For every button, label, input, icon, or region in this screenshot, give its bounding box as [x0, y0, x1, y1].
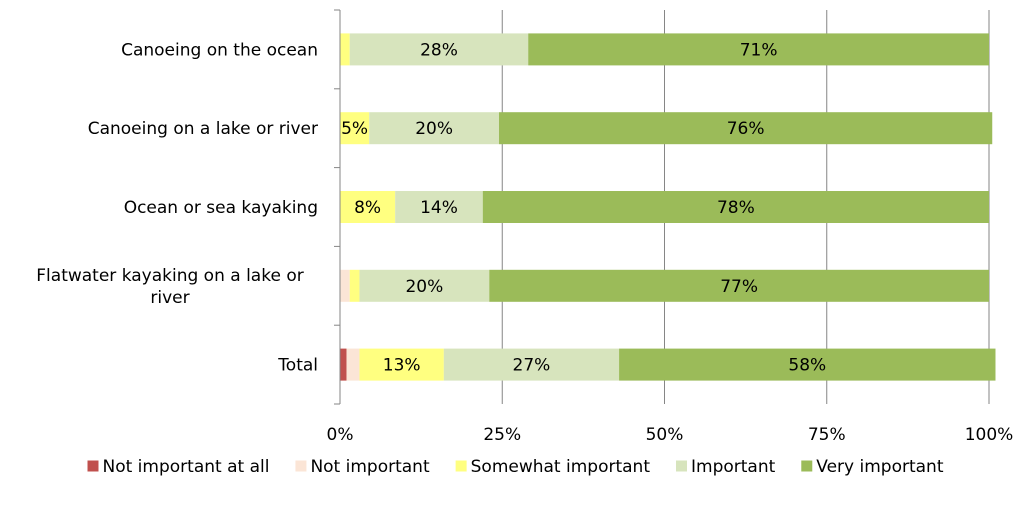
bar-segment — [349, 269, 360, 302]
legend-swatch — [87, 460, 99, 472]
bar-segment — [395, 191, 483, 223]
legend-swatch — [295, 460, 307, 472]
bar-segment — [340, 269, 350, 302]
data-label: 27% — [513, 356, 551, 376]
data-label: 58% — [788, 356, 826, 376]
data-label: 71% — [740, 40, 778, 60]
bar-segment — [499, 112, 993, 145]
data-label: 20% — [405, 277, 443, 297]
bar-segment — [369, 112, 500, 145]
bar-segment — [359, 348, 444, 381]
category-label: Flatwater kayaking on a lake or — [36, 266, 303, 286]
x-tick-label: 100% — [965, 425, 1014, 445]
bars — [340, 33, 996, 381]
bar-segment — [340, 191, 396, 223]
data-label: 13% — [383, 356, 421, 376]
data-label: 20% — [415, 119, 453, 139]
labels: 28% 71% Canoeing on the ocean 5% 20% 76% Canoe… — [36, 40, 826, 375]
category-label: Canoeing on a lake or river — [88, 119, 318, 139]
legend-swatch — [801, 460, 813, 472]
x-tick-label: 75% — [808, 425, 846, 445]
legend-label: Not important at all — [103, 457, 270, 477]
legend-swatch — [455, 460, 467, 472]
legend-label: Very important — [816, 457, 944, 477]
data-label: 28% — [420, 40, 458, 60]
category-label: Total — [277, 356, 318, 376]
data-label: 5% — [341, 119, 368, 139]
legend-swatch — [676, 460, 687, 472]
bar-segment — [340, 112, 370, 145]
x-tick-label: 0% — [327, 425, 354, 445]
legend-label: Not important — [310, 457, 430, 477]
legend: Not important at all Not important Somewha… — [87, 457, 944, 477]
axes: 0% 25% 50% 75% 100% — [327, 9, 1014, 445]
bar-segment — [443, 348, 620, 381]
data-label: 77% — [720, 277, 758, 297]
bar-segment — [489, 269, 989, 302]
bar-segment — [528, 33, 989, 66]
bar-segment — [340, 348, 347, 381]
legend-label: Important — [691, 457, 776, 477]
bar-segment — [346, 348, 360, 381]
data-label: 14% — [420, 198, 458, 218]
data-label: 78% — [717, 198, 755, 218]
bar-segment — [359, 269, 490, 302]
category-label: Canoeing on the ocean — [121, 40, 318, 60]
bar-segment — [619, 348, 996, 381]
category-label: Ocean or sea kayaking — [124, 198, 318, 218]
bar-segment — [340, 33, 350, 66]
bar-segment — [482, 191, 989, 223]
data-label: 76% — [727, 119, 765, 139]
x-tick-label: 50% — [646, 425, 684, 445]
category-label: river — [150, 288, 189, 308]
bar-segment — [349, 33, 529, 66]
x-tick-label: 25% — [483, 425, 521, 445]
legend-label: Somewhat important — [471, 457, 651, 477]
data-label: 8% — [354, 198, 381, 218]
